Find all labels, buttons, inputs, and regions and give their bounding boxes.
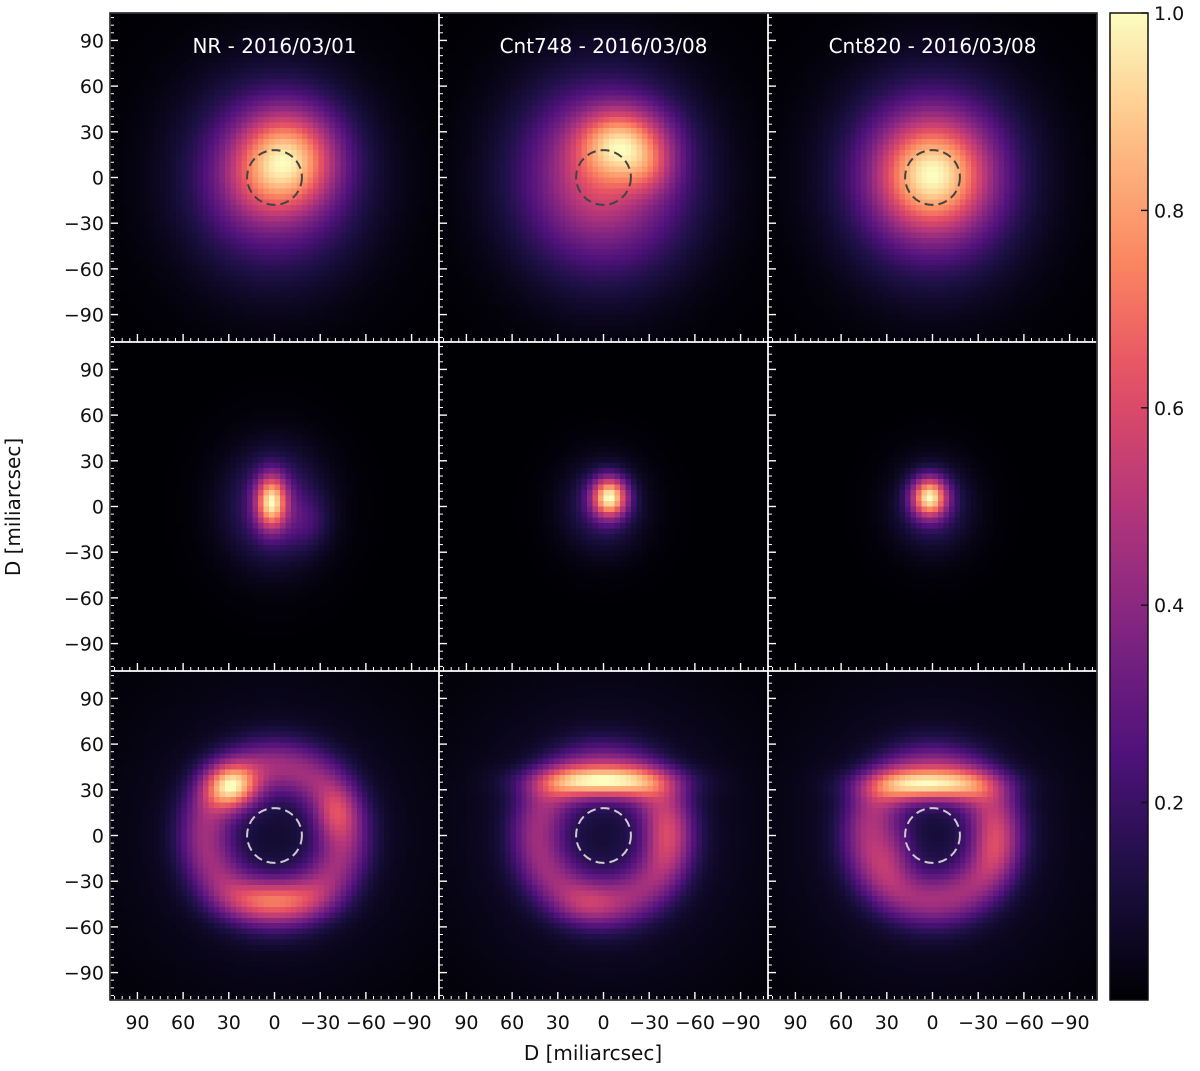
panel-title-3: Cnt820 - 2016/03/08 bbox=[829, 34, 1037, 58]
y-tick-label: 0 bbox=[92, 497, 104, 519]
stellar-disk-circle bbox=[575, 149, 632, 206]
y-tick-label: 0 bbox=[92, 826, 104, 848]
colorbar-tick-label: 0.8 bbox=[1154, 200, 1184, 222]
heatmap-panel-r1-c3 bbox=[768, 13, 1097, 342]
x-tick-label: 0 bbox=[597, 1012, 609, 1034]
y-tick-label: 60 bbox=[80, 734, 104, 756]
colorbar-gradient bbox=[1110, 13, 1148, 1000]
stellar-disk-circle bbox=[575, 807, 632, 864]
heatmap-panel-r1-c2 bbox=[439, 13, 768, 342]
y-tick-label: −60 bbox=[64, 588, 104, 610]
x-tick-label: −60 bbox=[346, 1012, 386, 1034]
y-tick-label: 30 bbox=[80, 780, 104, 802]
y-tick-label: 90 bbox=[80, 359, 104, 381]
x-tick-label: −30 bbox=[300, 1012, 340, 1034]
x-tick-label: −90 bbox=[1050, 1012, 1090, 1034]
x-tick-label: 0 bbox=[926, 1012, 938, 1034]
heatmap-panel-r2-c1 bbox=[110, 342, 439, 671]
y-axis-label: D [miliarcsec] bbox=[1, 438, 25, 576]
heatmap-panel-r2-c3 bbox=[768, 342, 1097, 671]
y-tick-label: 90 bbox=[80, 30, 104, 52]
heatmap-panel-r3-c2 bbox=[439, 671, 768, 1000]
panel-title-2: Cnt748 - 2016/03/08 bbox=[500, 34, 708, 58]
x-tick-label: −90 bbox=[392, 1012, 432, 1034]
x-tick-label: −60 bbox=[675, 1012, 715, 1034]
stellar-disk-circle bbox=[246, 807, 303, 864]
stellar-disk-circle bbox=[904, 807, 961, 864]
y-tick-label: 60 bbox=[80, 405, 104, 427]
y-tick-label: −30 bbox=[64, 871, 104, 893]
y-tick-label: −90 bbox=[64, 634, 104, 656]
x-tick-label: 60 bbox=[829, 1012, 853, 1034]
x-tick-label: 90 bbox=[783, 1012, 807, 1034]
x-tick-label: 30 bbox=[546, 1012, 570, 1034]
x-tick-label: −30 bbox=[958, 1012, 998, 1034]
x-tick-label: 60 bbox=[500, 1012, 524, 1034]
y-tick-label: −90 bbox=[64, 963, 104, 985]
heatmap-panel-r2-c2 bbox=[439, 342, 768, 671]
panel-title-1: NR - 2016/03/01 bbox=[192, 34, 356, 58]
y-tick-label: −90 bbox=[64, 305, 104, 327]
heatmap-panel-r3-c3 bbox=[768, 671, 1097, 1000]
colorbar-tick-label: 0.2 bbox=[1154, 793, 1184, 815]
y-tick-label: 0 bbox=[92, 168, 104, 190]
colorbar-frame bbox=[1109, 12, 1149, 1001]
colorbar: 0.2 0.4 0.6 0.8 1.0 bbox=[1109, 3, 1184, 1001]
axes-decor: 90 60 30 0 −30 −60 −90 NR - 2016/03/01 Cnt748 - … bbox=[64, 12, 1098, 1034]
y-tick-label: 60 bbox=[80, 76, 104, 98]
stellar-disk-circle bbox=[246, 149, 303, 206]
heatmap-panel-r1-c1 bbox=[110, 13, 439, 342]
y-tick-label: −60 bbox=[64, 259, 104, 281]
x-tick-label: −60 bbox=[1004, 1012, 1044, 1034]
y-tick-label: −60 bbox=[64, 917, 104, 939]
x-tick-label: 60 bbox=[171, 1012, 195, 1034]
y-tick-label: 30 bbox=[80, 451, 104, 473]
x-tick-label: 0 bbox=[268, 1012, 280, 1034]
colorbar-tick-label: 0.4 bbox=[1154, 595, 1184, 617]
x-tick-label: 30 bbox=[875, 1012, 899, 1034]
x-tick-label: 90 bbox=[125, 1012, 149, 1034]
x-tick-label: −30 bbox=[629, 1012, 669, 1034]
x-tick-label: 90 bbox=[454, 1012, 478, 1034]
heatmap-panel-r3-c1 bbox=[110, 671, 439, 1000]
x-tick-label: −90 bbox=[721, 1012, 761, 1034]
colorbar-tick-label: 1.0 bbox=[1154, 3, 1184, 25]
y-tick-label: −30 bbox=[64, 542, 104, 564]
y-tick-label: 30 bbox=[80, 122, 104, 144]
colorbar-tick-label: 0.6 bbox=[1154, 398, 1184, 420]
stellar-disk-circle bbox=[904, 149, 961, 206]
panel-grid bbox=[110, 13, 1097, 1000]
x-tick-label: 30 bbox=[217, 1012, 241, 1034]
x-axis-label: D [miliarcsec] bbox=[524, 1041, 662, 1065]
outer-frame bbox=[109, 12, 1098, 1001]
y-tick-label: 90 bbox=[80, 688, 104, 710]
y-tick-label: −30 bbox=[64, 213, 104, 235]
